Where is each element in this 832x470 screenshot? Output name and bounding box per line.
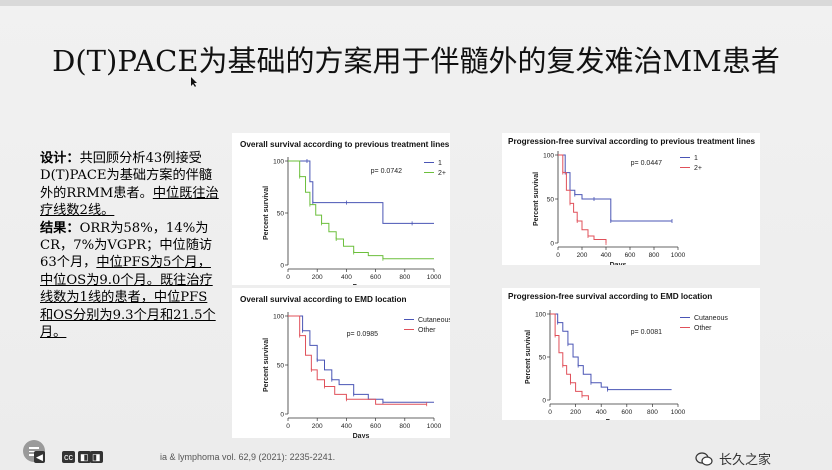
- y-tick-label: 0: [542, 397, 546, 404]
- y-tick-label: 100: [535, 311, 546, 318]
- x-tick-label: 600: [625, 252, 636, 259]
- legend-entry: Other: [418, 327, 436, 334]
- y-tick-label: 100: [543, 152, 554, 159]
- x-axis-label: Days: [606, 419, 623, 420]
- chart-title: Progression-free survival according to E…: [508, 292, 712, 301]
- x-tick-label: 600: [370, 274, 381, 281]
- x-tick-label: 400: [601, 252, 612, 259]
- legend-entry: Cutaneous: [418, 317, 450, 324]
- captions-button[interactable]: cc: [62, 451, 75, 463]
- design-underlined: 中位既往治疗线数2线。: [40, 185, 219, 219]
- chart-svg: Progression-free survival according to E…: [508, 292, 728, 420]
- x-tick-label: 600: [370, 423, 381, 430]
- x-tick-label: 0: [548, 409, 552, 416]
- chart-pfs-treatment-lines: Progression-free survival according to p…: [502, 133, 760, 265]
- y-tick-label: 50: [277, 362, 285, 369]
- design-label: 设计：: [40, 151, 80, 166]
- y-axis-label: Percent survival: [525, 330, 532, 384]
- p-value: p= 0.0985: [347, 331, 378, 338]
- watermark-text: 长久之家: [719, 453, 772, 468]
- y-tick-label: 0: [550, 240, 554, 247]
- x-tick-label: 200: [312, 274, 323, 281]
- design-paragraph: 设计：共回顾分析43例接受D(T)PACE为基础方案的伴髓外的RRMM患者。中位…: [40, 150, 220, 220]
- chart-os-treatment-lines: Overall survival according to previous t…: [232, 133, 450, 285]
- x-tick-label: 0: [286, 274, 290, 281]
- x-tick-label: 1000: [427, 423, 442, 430]
- y-tick-label: 100: [273, 313, 284, 320]
- series-line-Other: [288, 315, 427, 405]
- watermark: 长久之家: [695, 449, 771, 468]
- p-value: p= 0.0447: [631, 160, 662, 167]
- x-tick-label: 200: [577, 252, 588, 259]
- x-tick-label: 800: [399, 423, 410, 430]
- y-tick-label: 100: [273, 158, 284, 165]
- y-tick-label: 50: [539, 354, 547, 361]
- p-value: p= 0.0742: [371, 168, 402, 175]
- x-tick-label: 600: [621, 409, 632, 416]
- results-paragraph: 结果：ORR为58%，14%为CR，7%为VGPR；中位随访63个月，中位PFS…: [40, 220, 220, 342]
- x-tick-label: 1000: [671, 409, 686, 416]
- x-tick-label: 0: [556, 252, 560, 259]
- x-tick-label: 800: [647, 409, 658, 416]
- summary-text: 设计：共回顾分析43例接受D(T)PACE为基础方案的伴髓外的RRMM患者。中位…: [40, 150, 220, 341]
- series-line-2+: [558, 154, 607, 243]
- design-text: 共回顾分析43例接受D(T)PACE为基础方案的伴髓外的RRMM患者。: [40, 151, 213, 201]
- series-line-Other: [550, 313, 589, 400]
- x-tick-label: 200: [312, 423, 323, 430]
- chart-title: Progression-free survival according to p…: [508, 137, 756, 146]
- y-axis-label: Percent survival: [263, 338, 270, 392]
- x-axis-label: Days: [610, 262, 627, 265]
- series-line-Cutaneous: [550, 313, 672, 391]
- chart-os-emd-location: Overall survival according to EMD locati…: [232, 288, 450, 438]
- top-strip: [0, 0, 832, 6]
- results-label: 结果：: [40, 220, 80, 236]
- back-icon[interactable]: ◀: [34, 451, 45, 463]
- series-line-Cutaneous: [288, 315, 434, 403]
- y-axis-label: Percent survival: [263, 186, 270, 240]
- chart-title: Overall survival according to EMD locati…: [240, 295, 407, 304]
- legend-entry: 2+: [438, 170, 446, 177]
- legend-entry: 1: [438, 160, 442, 167]
- control-icon-b[interactable]: ◨: [90, 451, 103, 463]
- x-tick-label: 800: [399, 274, 410, 281]
- chart-title: Overall survival according to previous t…: [240, 140, 450, 149]
- y-tick-label: 0: [280, 411, 284, 418]
- results-text: ORR为58%，14%为CR，7%为VGPR；中位随访63个月，: [40, 220, 213, 271]
- y-tick-label: 0: [280, 262, 284, 269]
- results-underlined: 中位PFS为5个月，中位OS为9.0个月。既往治疗线数为1线的患者，中位PFS和…: [40, 255, 216, 341]
- y-tick-label: 50: [277, 210, 285, 217]
- control-icon-a[interactable]: ◧: [78, 451, 91, 463]
- x-tick-label: 1000: [427, 274, 442, 281]
- chart-svg: Overall survival according to previous t…: [240, 140, 450, 285]
- legend-entry: 2+: [694, 165, 702, 172]
- wechat-logo-icon: [695, 452, 713, 466]
- chart-svg: Overall survival according to EMD locati…: [240, 295, 450, 438]
- x-tick-label: 0: [286, 423, 290, 430]
- reference-text: ia & lymphoma vol. 62,9 (2021): 2235-224…: [160, 452, 336, 462]
- x-tick-label: 400: [341, 423, 352, 430]
- slide-title: D(T)PACE为基础的方案用于伴髓外的复发难治MM患者: [52, 44, 780, 78]
- x-tick-label: 1000: [671, 252, 686, 259]
- legend-entry: Cutaneous: [694, 315, 728, 322]
- legend-entry: Other: [694, 325, 712, 332]
- chart-svg: Progression-free survival according to p…: [508, 137, 756, 265]
- x-tick-label: 400: [341, 274, 352, 281]
- x-tick-label: 800: [649, 252, 660, 259]
- y-tick-label: 50: [547, 196, 555, 203]
- mouse-cursor-icon: [191, 77, 197, 87]
- p-value: p= 0.0081: [631, 329, 662, 336]
- y-axis-label: Percent survival: [533, 172, 540, 226]
- x-axis-label: Days: [353, 433, 370, 438]
- chart-pfs-emd-location: Progression-free survival according to E…: [502, 288, 760, 420]
- x-axis-label: Days: [353, 284, 370, 285]
- series-line-1: [288, 160, 434, 224]
- x-tick-label: 400: [596, 409, 607, 416]
- x-tick-label: 200: [570, 409, 581, 416]
- series-line-2+: [288, 160, 434, 260]
- legend-entry: 1: [694, 155, 698, 162]
